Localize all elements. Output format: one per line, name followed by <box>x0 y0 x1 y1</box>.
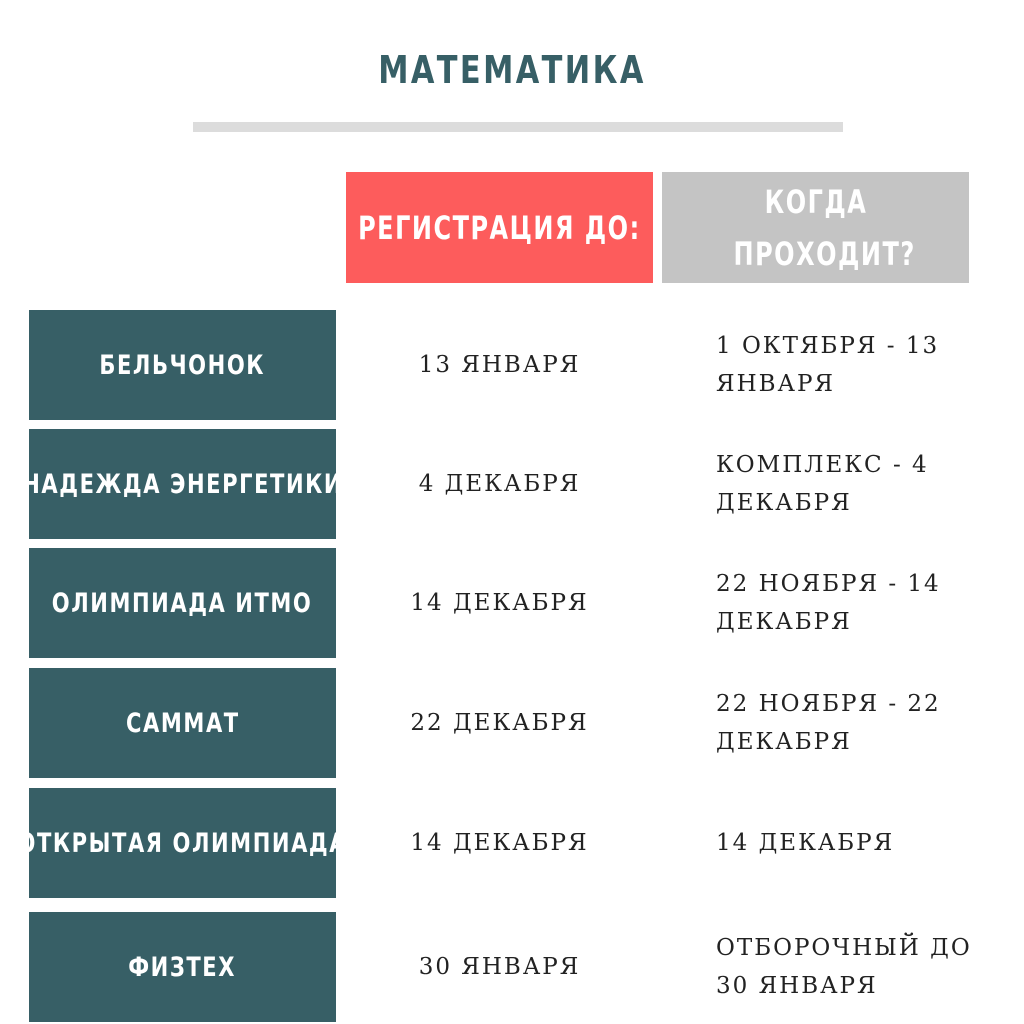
olympiad-name: БЕЛЬЧОНОК <box>29 310 336 420</box>
event-period: 14 ДЕКАБРЯ <box>716 830 895 856</box>
olympiad-name-text: ОТКРЫТАЯ ОЛИМПИАДА <box>17 827 348 859</box>
column-header-text: КОГДА ПРОХОДИТ? <box>733 182 916 273</box>
olympiad-name-text: ОЛИМПИАДА ИТМО <box>52 587 313 619</box>
olympiad-name-text: БЕЛЬЧОНОК <box>99 349 266 381</box>
event-period: ОТБОРОЧНЫЙ ДО 30 ЯНВАРЯ <box>716 935 972 999</box>
olympiad-name: ОТКРЫТАЯ ОЛИМПИАДА <box>18 788 346 898</box>
registration-date: 30 ЯНВАРЯ <box>418 954 581 980</box>
column-header-text: РЕГИСТРАЦИЯ ДО: <box>358 208 641 247</box>
event-period: КОМПЛЕКС - 4 ДЕКАБРЯ <box>716 452 929 516</box>
olympiad-name-text: ФИЗТЕХ <box>128 951 237 983</box>
registration-date: 13 ЯНВАРЯ <box>418 352 581 378</box>
registration-date: 22 ДЕКАБРЯ <box>410 710 589 736</box>
registration-date: 14 ДЕКАБРЯ <box>410 590 589 616</box>
divider <box>193 122 843 132</box>
column-header: КОГДА ПРОХОДИТ? <box>662 172 969 283</box>
registration-date: 4 ДЕКАБРЯ <box>418 471 581 497</box>
olympiad-name-text: НАДЕЖДА ЭНЕРГЕТИКИ <box>22 468 343 500</box>
column-header: РЕГИСТРАЦИЯ ДО: <box>346 172 653 283</box>
event-period: 1 ОКТЯБРЯ - 13 ЯНВАРЯ <box>716 333 940 397</box>
title: МАТЕМАТИКА <box>378 48 646 92</box>
olympiad-name-text: САММАТ <box>125 707 240 739</box>
event-period: 22 НОЯБРЯ - 14 ДЕКАБРЯ <box>716 571 941 635</box>
olympiad-name: САММАТ <box>29 668 336 778</box>
olympiad-name: ФИЗТЕХ <box>29 912 336 1022</box>
olympiad-name: ОЛИМПИАДА ИТМО <box>29 548 336 658</box>
event-period: 22 НОЯБРЯ - 22 ДЕКАБРЯ <box>716 691 941 755</box>
registration-date: 14 ДЕКАБРЯ <box>410 830 589 856</box>
olympiad-name: НАДЕЖДА ЭНЕРГЕТИКИ <box>22 429 341 539</box>
